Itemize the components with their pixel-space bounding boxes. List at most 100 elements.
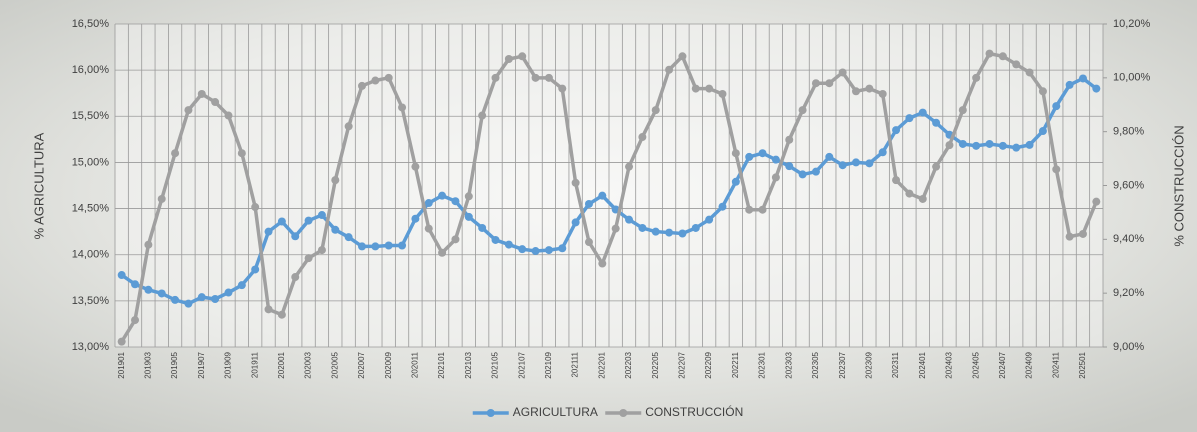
x-tick-label: 202307: [838, 351, 847, 378]
data-point: [878, 89, 887, 98]
data-point: [544, 246, 553, 255]
data-point: [825, 79, 834, 88]
data-point: [785, 135, 794, 144]
y2-tick-label: 9,60%: [1113, 179, 1144, 191]
y-tick-label: 13,50%: [72, 295, 110, 307]
x-tick-label: 202105: [491, 351, 500, 378]
data-point: [277, 217, 286, 226]
x-tick-label: 201903: [143, 351, 152, 378]
x-tick-label: 202005: [330, 351, 339, 378]
data-point: [1052, 102, 1061, 111]
data-point: [571, 178, 580, 187]
x-tick-label: 202003: [304, 351, 313, 378]
data-point: [331, 225, 340, 234]
x-tick-label: 202309: [864, 351, 873, 378]
data-point: [731, 149, 740, 158]
data-point: [197, 293, 206, 302]
data-point: [304, 216, 313, 225]
data-point: [584, 238, 593, 247]
data-point: [598, 259, 607, 268]
legend-label: AGRICULTURA: [513, 405, 598, 419]
data-point: [1012, 60, 1021, 69]
data-point: [838, 161, 847, 170]
data-point: [838, 68, 847, 77]
data-point: [424, 224, 433, 233]
data-point: [144, 240, 153, 249]
data-point: [237, 149, 246, 158]
data-point: [464, 212, 473, 221]
data-point: [852, 87, 860, 96]
data-point: [144, 285, 153, 294]
data-point: [985, 139, 994, 148]
data-point: [1078, 229, 1087, 238]
data-point: [518, 52, 527, 61]
x-tick-label: 202407: [998, 351, 1007, 378]
data-point: [1025, 68, 1034, 77]
x-tick-label: 202303: [784, 351, 793, 378]
data-point: [865, 159, 874, 168]
data-point: [892, 176, 901, 185]
x-tick-label: 202405: [971, 351, 980, 378]
data-point: [317, 246, 326, 255]
x-tick-label: 202411: [1051, 351, 1060, 378]
data-point: [424, 199, 433, 208]
data-point: [825, 152, 834, 161]
data-point: [905, 114, 914, 123]
y2-tick-label: 9,40%: [1113, 233, 1144, 245]
y2-tick-label: 9,00%: [1113, 341, 1144, 353]
y2-axis-title: % CONSTRUCCIÓN: [1171, 125, 1186, 246]
legend-marker: [486, 409, 495, 417]
data-point: [264, 305, 273, 314]
x-tick-label: 201901: [117, 351, 126, 378]
data-point: [504, 54, 513, 63]
data-point: [651, 227, 660, 236]
data-point: [758, 205, 767, 214]
x-tick-label: 201911: [250, 351, 259, 378]
data-point: [1065, 232, 1074, 241]
data-point: [344, 122, 353, 131]
y-tick-label: 16,00%: [72, 64, 110, 76]
data-point: [197, 89, 206, 98]
x-tick-label: 202403: [945, 351, 954, 378]
x-tick-label: 202207: [678, 351, 687, 378]
data-point: [1092, 84, 1101, 93]
data-point: [224, 111, 233, 120]
data-point: [157, 289, 166, 298]
data-point: [584, 199, 593, 208]
x-tick-label: 202209: [704, 351, 713, 378]
data-point: [358, 242, 366, 251]
data-point: [892, 126, 901, 135]
data-point: [985, 49, 994, 58]
data-point: [264, 227, 273, 236]
data-point: [251, 265, 260, 274]
data-point: [958, 106, 967, 115]
data-point: [678, 229, 687, 238]
data-point: [972, 141, 981, 150]
x-tick-label: 202111: [571, 351, 580, 377]
x-tick-label: 202301: [758, 351, 767, 378]
y-tick-label: 16,50%: [72, 18, 110, 30]
data-point: [331, 176, 340, 185]
data-point: [798, 106, 807, 115]
data-point: [611, 224, 620, 233]
data-point: [852, 158, 860, 167]
x-tick-label: 202305: [811, 351, 820, 378]
data-point: [638, 133, 647, 142]
x-tick-label: 202311: [891, 351, 900, 378]
data-point: [918, 194, 927, 203]
data-point: [1038, 127, 1047, 136]
data-point: [291, 273, 300, 282]
x-tick-label: 202101: [437, 351, 446, 378]
data-point: [344, 233, 353, 242]
data-point: [945, 141, 954, 150]
data-point: [771, 155, 780, 164]
data-point: [598, 191, 607, 200]
data-point: [785, 162, 794, 171]
data-point: [157, 194, 166, 203]
data-point: [905, 189, 914, 198]
data-point: [237, 281, 246, 290]
data-point: [558, 244, 567, 253]
data-point: [918, 108, 927, 117]
data-point: [998, 141, 1007, 150]
